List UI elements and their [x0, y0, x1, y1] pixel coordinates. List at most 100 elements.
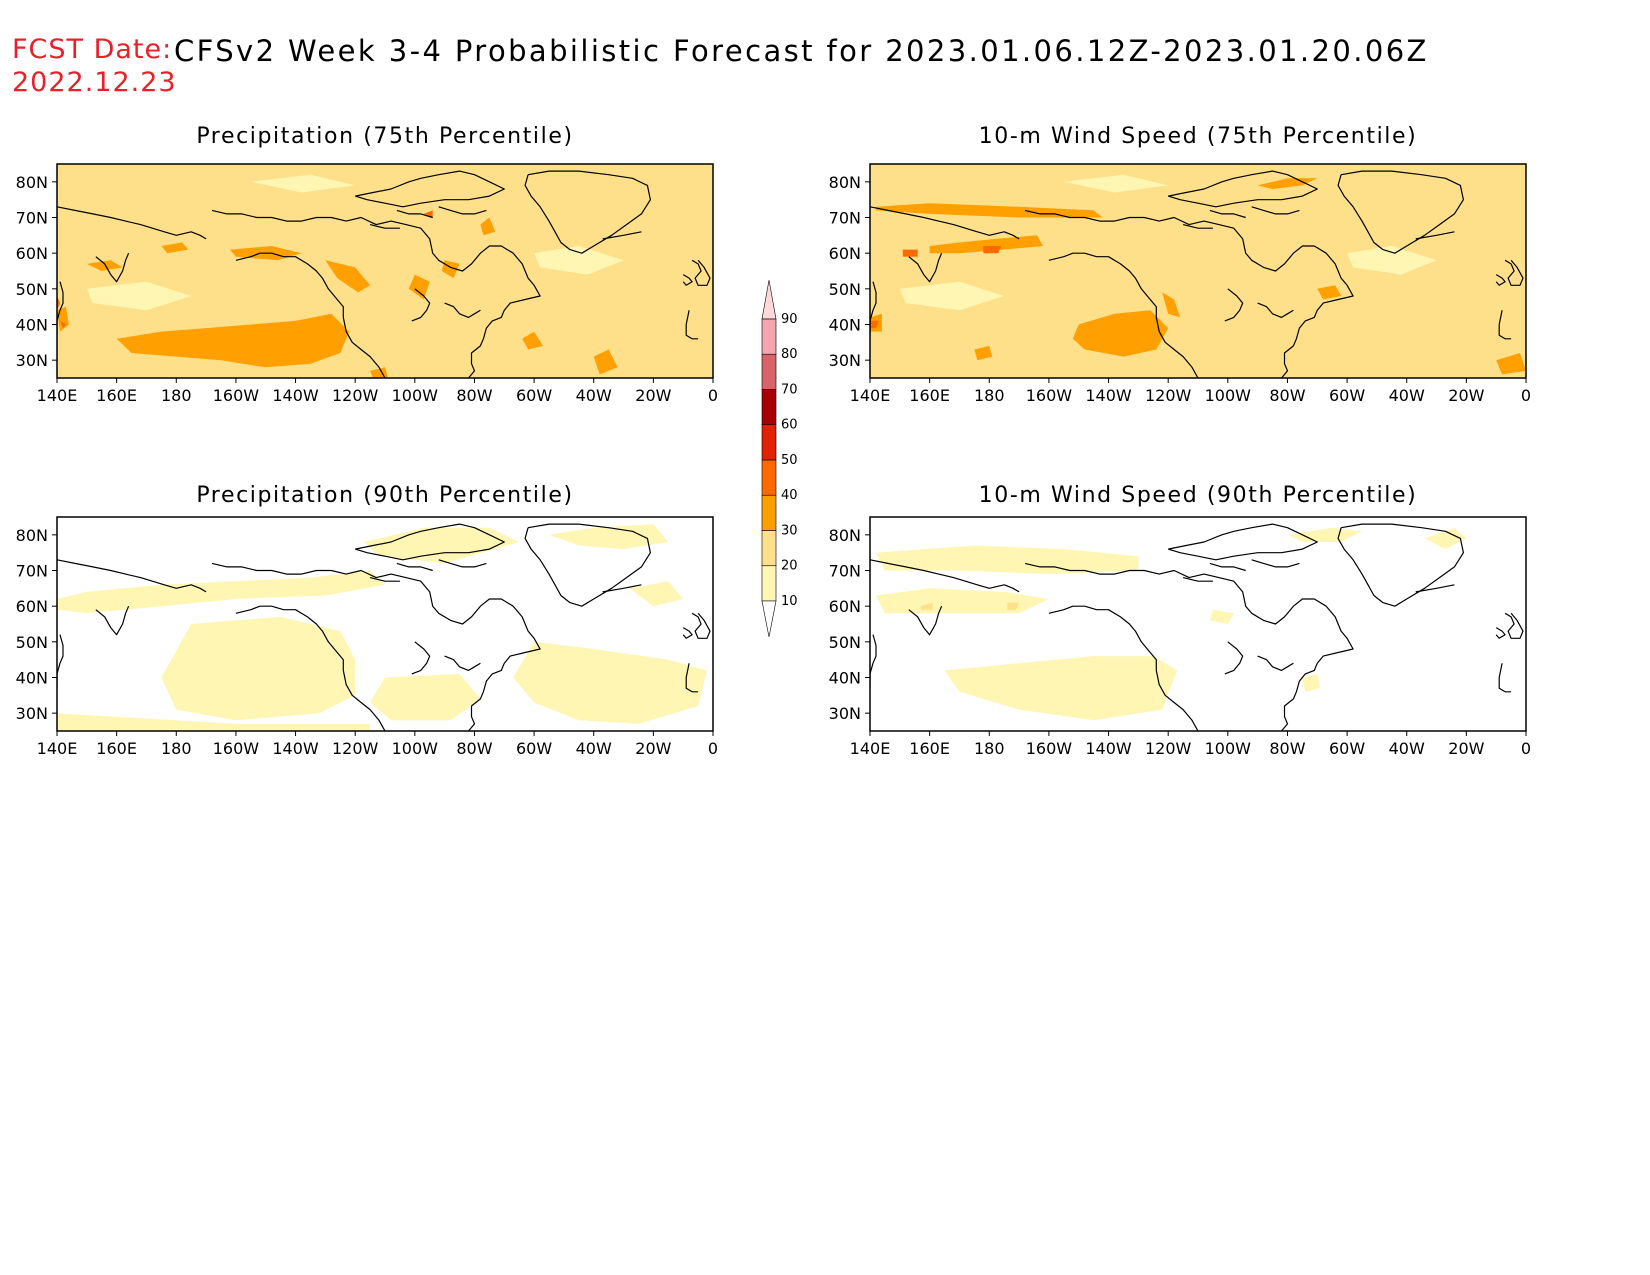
shading-layer	[870, 517, 1526, 731]
colorbar-bin	[762, 425, 776, 460]
lat-tick-label: 60N	[829, 597, 861, 616]
lat-tick-label: 70N	[829, 209, 861, 228]
lon-tick-label: 160W	[213, 739, 260, 758]
colorbar-label: 80	[781, 347, 798, 362]
lon-tick-label: 100W	[1205, 739, 1252, 758]
lon-tick-label: 120W	[1145, 386, 1192, 405]
lon-tick-label: 140W	[1085, 386, 1132, 405]
lon-tick-label: 120W	[332, 386, 379, 405]
lon-tick-label: 160E	[909, 739, 950, 758]
shade-patch	[161, 617, 355, 720]
field-background	[870, 164, 1526, 378]
lon-tick-label: 60W	[516, 386, 552, 405]
lon-tick-label: 40W	[576, 386, 612, 405]
lat-tick-label: 80N	[16, 526, 48, 545]
lat-tick-label: 40N	[829, 669, 861, 688]
lat-tick-label: 40N	[829, 316, 861, 335]
lon-tick-label: 80W	[1269, 739, 1305, 758]
lat-tick-label: 30N	[829, 351, 861, 370]
lon-tick-label: 140E	[37, 386, 78, 405]
lon-tick-label: 140W	[272, 386, 319, 405]
lat-tick-label: 80N	[16, 173, 48, 192]
lon-tick-label: 0	[1521, 739, 1531, 758]
colorbar-label: 70	[781, 382, 798, 397]
shade-patch-strong	[983, 246, 1001, 253]
lon-tick-label: 120W	[332, 739, 379, 758]
lon-tick-label: 60W	[1329, 386, 1365, 405]
colorbar: 102030405060708090	[762, 280, 798, 637]
lat-tick-label: 80N	[829, 173, 861, 192]
lat-tick-label: 30N	[829, 704, 861, 723]
lon-tick-label: 40W	[576, 739, 612, 758]
lon-tick-label: 100W	[392, 386, 439, 405]
lat-tick-label: 80N	[829, 526, 861, 545]
shade-patch-strong	[903, 250, 918, 257]
lat-tick-label: 50N	[829, 280, 861, 299]
lon-tick-label: 180	[161, 386, 192, 405]
colorbar-bin	[762, 495, 776, 530]
lon-tick-label: 140E	[37, 739, 78, 758]
map-panel-wind-90: 140E 160E 180 160W 140W 120W 100W 80W 60W 40W 20W 0…	[829, 517, 1531, 758]
lon-tick-label: 20W	[1448, 739, 1484, 758]
shading-layer	[57, 517, 713, 731]
lat-tick-label: 70N	[829, 562, 861, 581]
lat-tick-label: 70N	[16, 562, 48, 581]
colorbar-bin	[762, 460, 776, 495]
lon-tick-label: 160W	[213, 386, 260, 405]
colorbar-label: 60	[781, 418, 798, 433]
lon-tick-label: 160W	[1026, 386, 1073, 405]
lon-tick-label: 60W	[1329, 739, 1365, 758]
lon-tick-label: 160W	[1026, 739, 1073, 758]
lon-tick-label: 0	[708, 739, 718, 758]
lat-tick-label: 30N	[16, 704, 48, 723]
lon-tick-label: 0	[1521, 386, 1531, 405]
lat-tick-label: 60N	[16, 597, 48, 616]
lat-tick-label: 40N	[16, 316, 48, 335]
colorbar-label: 90	[781, 312, 798, 327]
shading-layer	[870, 164, 1526, 378]
lon-tick-label: 160E	[96, 739, 137, 758]
lat-tick-label: 70N	[16, 209, 48, 228]
lat-tick-label: 60N	[16, 244, 48, 263]
colorbar-label: 50	[781, 453, 798, 468]
colorbar-top-arrow	[762, 280, 776, 319]
colorbar-label: 20	[781, 559, 798, 574]
lon-tick-label: 80W	[456, 739, 492, 758]
lon-tick-label: 140E	[850, 386, 891, 405]
lon-tick-label: 60W	[516, 739, 552, 758]
lat-tick-label: 50N	[16, 280, 48, 299]
map-panel-precip-90: 140E 160E 180 160W 140W 120W 100W 80W 60W 40W 20W 0…	[16, 517, 718, 758]
colorbar-bin	[762, 319, 776, 354]
lon-tick-label: 80W	[1269, 386, 1305, 405]
lon-tick-label: 160E	[909, 386, 950, 405]
lat-tick-label: 30N	[16, 351, 48, 370]
colorbar-bottom-arrow	[762, 601, 776, 637]
lat-tick-label: 50N	[16, 633, 48, 652]
lon-tick-label: 100W	[1205, 386, 1252, 405]
colorbar-bin	[762, 530, 776, 565]
colorbar-label: 30	[781, 523, 798, 538]
lon-tick-label: 40W	[1389, 739, 1425, 758]
lon-tick-label: 100W	[392, 739, 439, 758]
lon-tick-label: 180	[161, 739, 192, 758]
lat-tick-label: 50N	[829, 633, 861, 652]
colorbar-label: 40	[781, 488, 798, 503]
lat-tick-label: 60N	[829, 244, 861, 263]
lon-tick-label: 140E	[850, 739, 891, 758]
shading-layer	[57, 164, 713, 378]
colorbar-bin	[762, 566, 776, 601]
lon-tick-label: 0	[708, 386, 718, 405]
colorbar-bin	[762, 389, 776, 424]
lon-tick-label: 180	[974, 739, 1005, 758]
lon-tick-label: 80W	[456, 386, 492, 405]
lon-tick-label: 180	[974, 386, 1005, 405]
colorbar-bin	[762, 354, 776, 389]
lon-tick-label: 20W	[1448, 386, 1484, 405]
map-panel-precip-75: 140E 160E 180 160W 140W 120W 100W 80W 60W 40W 20W 0…	[16, 164, 718, 405]
lat-tick-label: 40N	[16, 669, 48, 688]
lon-tick-label: 140W	[1085, 739, 1132, 758]
map-panel-wind-75: 140E 160E 180 160W 140W 120W 100W 80W 60W 40W 20W 0…	[829, 164, 1531, 405]
lon-tick-label: 20W	[635, 386, 671, 405]
lon-tick-label: 40W	[1389, 386, 1425, 405]
